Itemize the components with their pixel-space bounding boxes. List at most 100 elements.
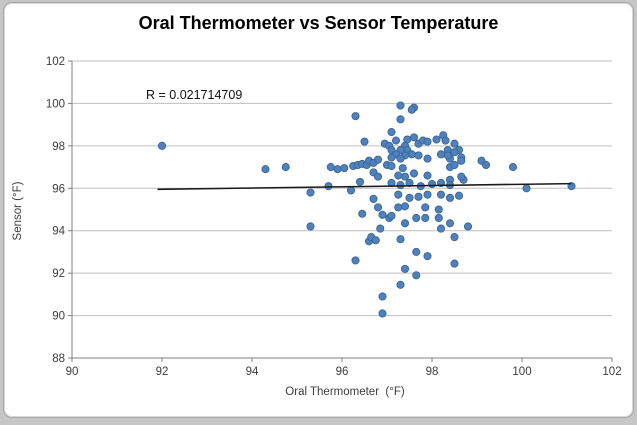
data-point — [398, 164, 407, 173]
data-point — [369, 194, 378, 203]
y-tick-label-92: 92 — [52, 268, 65, 280]
x-tick-label-100: 100 — [512, 366, 531, 378]
data-point — [407, 150, 416, 159]
data-point — [396, 235, 405, 244]
data-point — [409, 169, 419, 178]
data-point — [376, 224, 385, 233]
x-tick-label-94: 94 — [246, 366, 259, 378]
data-point — [396, 101, 405, 110]
trendline — [157, 182, 572, 191]
data-point — [434, 205, 443, 214]
data-point — [423, 190, 432, 199]
data-point — [409, 133, 419, 142]
data-point — [360, 137, 369, 146]
chart-frame[interactable]: Oral Thermometer vs Sensor Temperature R… — [3, 2, 634, 418]
x-tick-label-90: 90 — [66, 366, 79, 378]
data-point — [405, 193, 414, 202]
data-point — [454, 191, 464, 200]
data-point — [394, 203, 403, 212]
data-point — [450, 259, 459, 268]
data-point — [396, 115, 405, 124]
data-point — [396, 154, 405, 163]
data-point — [387, 161, 396, 171]
data-point — [412, 271, 421, 280]
x-tick-label-92: 92 — [156, 366, 169, 378]
data-point — [378, 292, 387, 301]
data-point — [306, 222, 315, 231]
data-point — [355, 177, 365, 186]
data-point — [423, 171, 432, 180]
data-point — [522, 184, 531, 193]
data-point — [396, 181, 405, 190]
data-point — [391, 136, 401, 145]
data-point — [387, 153, 396, 162]
data-point — [441, 136, 450, 145]
data-point — [457, 172, 466, 181]
data-point — [400, 202, 410, 211]
data-point — [400, 172, 410, 181]
y-tick-label-98: 98 — [52, 141, 65, 153]
x-axis-title: Oral Thermometer (°F) — [285, 386, 405, 398]
data-point — [157, 141, 167, 150]
data-point — [340, 164, 349, 173]
data-point — [261, 165, 270, 174]
data-point — [432, 135, 441, 144]
data-point — [400, 264, 410, 273]
data-point — [450, 139, 459, 148]
data-point — [450, 160, 459, 169]
data-point — [421, 203, 430, 212]
data-point — [378, 309, 387, 318]
data-point — [378, 210, 387, 219]
x-tick-label-102: 102 — [602, 366, 621, 378]
y-tick-label-90: 90 — [52, 311, 65, 323]
data-point — [445, 219, 455, 228]
data-point — [281, 163, 290, 172]
x-tick-label-96: 96 — [336, 366, 349, 378]
x-tick-label-98: 98 — [426, 366, 439, 378]
data-point — [326, 163, 335, 172]
data-point — [358, 209, 367, 218]
data-point — [436, 190, 446, 199]
data-point — [412, 213, 421, 223]
data-point — [434, 213, 443, 223]
data-point — [423, 154, 432, 163]
data-point — [387, 128, 396, 137]
y-tick-label-94: 94 — [52, 226, 65, 238]
data-point — [333, 165, 342, 174]
data-point — [351, 256, 360, 265]
data-point — [373, 203, 383, 212]
data-point — [394, 190, 403, 199]
data-point — [407, 105, 416, 114]
data-point — [346, 186, 356, 195]
y-tick-label-102: 102 — [46, 56, 65, 68]
data-point — [443, 151, 452, 160]
data-point — [400, 219, 410, 228]
data-point — [412, 247, 421, 256]
data-point — [396, 280, 405, 289]
data-point — [508, 163, 518, 172]
data-point — [436, 224, 446, 233]
data-point — [427, 179, 437, 189]
data-point — [414, 151, 423, 160]
data-point — [387, 211, 396, 220]
y-tick-label-96: 96 — [52, 183, 65, 195]
data-point — [351, 112, 360, 121]
data-point — [450, 233, 459, 242]
data-point — [373, 155, 383, 164]
data-point — [445, 193, 455, 202]
data-point — [394, 171, 403, 180]
data-point — [481, 160, 491, 169]
data-point — [414, 192, 423, 201]
data-point — [436, 150, 446, 159]
y-tick-label-88: 88 — [52, 353, 65, 365]
data-point — [373, 172, 383, 181]
data-point — [423, 252, 432, 261]
data-point — [457, 156, 466, 165]
data-point — [371, 236, 380, 245]
data-point — [463, 222, 473, 231]
data-point — [450, 148, 459, 157]
data-point — [421, 213, 430, 223]
r-value-annotation: R = 0.021714709 — [146, 88, 243, 102]
